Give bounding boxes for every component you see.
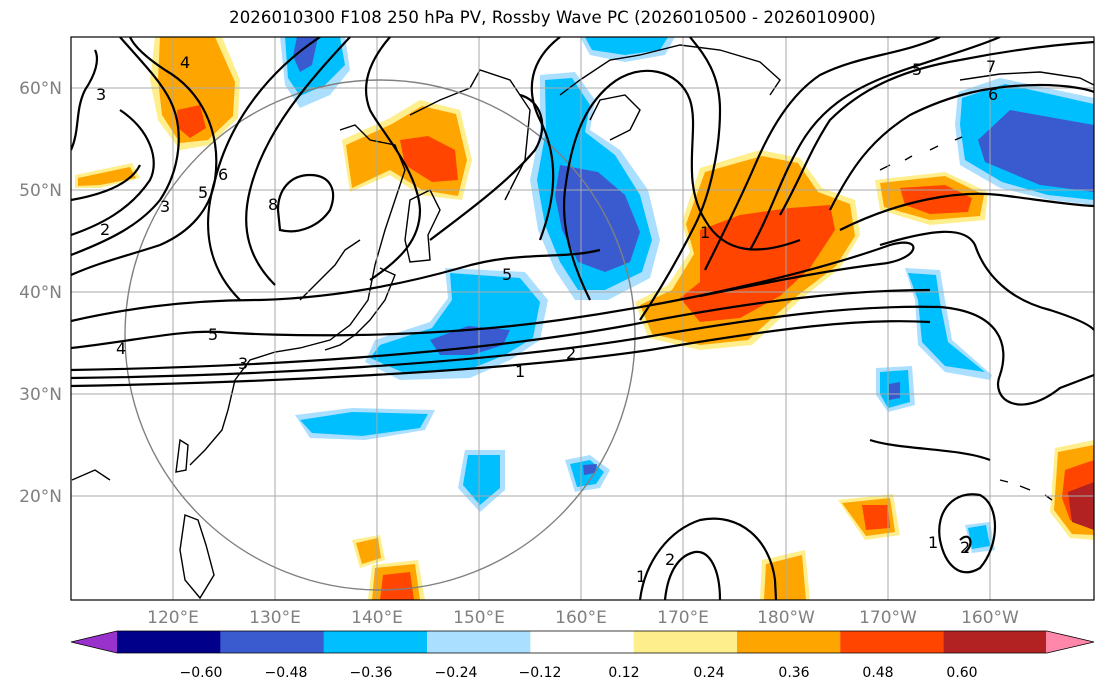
colorbar-bin <box>117 631 221 653</box>
colorbar-bin <box>530 631 635 653</box>
colorbar-tick: 0.36 <box>778 665 809 681</box>
longitude-labels: 120°E 130°E 140°E 150°E 160°E 170°E 180°… <box>147 608 1019 628</box>
lon-label: 140°E <box>351 608 403 628</box>
contour-label: 8 <box>268 195 278 214</box>
colorbar-tick: 0.24 <box>693 665 724 681</box>
pv-contours <box>71 37 1094 600</box>
colorbar-bin <box>633 631 738 653</box>
lat-label: 60°N <box>19 79 62 99</box>
contour-label: 6 <box>988 85 998 104</box>
colorbar-bin <box>943 631 1048 653</box>
contour-label: 1 <box>928 533 938 552</box>
pv-contour-labels: 1 2 3 4 5 5 2 3 5 6 8 3 4 1 5 6 7 1 2 1 … <box>96 53 998 586</box>
colorbar-tick: 0.60 <box>946 665 977 681</box>
lon-label: 130°E <box>249 608 301 628</box>
colorbar-tick: −0.36 <box>350 665 393 681</box>
contour-label: 1 <box>515 362 525 381</box>
colorbar-outline <box>70 630 1095 654</box>
colorbar-bin <box>220 631 325 653</box>
gridlines <box>71 37 1094 600</box>
contour-label: 4 <box>116 339 126 358</box>
contour-label: 5 <box>208 325 218 344</box>
colorbar-tick: 0.48 <box>862 665 893 681</box>
contour-label: 4 <box>180 53 190 72</box>
coastlines <box>71 44 1094 600</box>
lat-label: 20°N <box>19 487 62 507</box>
lat-label: 30°N <box>19 385 62 405</box>
colorbar-extend-high <box>1046 631 1094 653</box>
contour-label: 3 <box>160 197 170 216</box>
colorbar <box>70 630 1095 654</box>
contour-label: 2 <box>566 344 576 363</box>
figure-title: 2026010300 F108 250 hPa PV, Rossby Wave … <box>229 8 876 27</box>
lon-label: 160°E <box>555 608 607 628</box>
contour-label: 1 <box>700 223 710 242</box>
contour-label: 2 <box>960 538 970 557</box>
contour-label: 5 <box>198 183 208 202</box>
lon-label: 150°E <box>453 608 505 628</box>
contour-label: 3 <box>238 354 248 373</box>
contour-label: 5 <box>502 265 512 284</box>
lon-label: 160°W <box>961 608 1019 628</box>
contour-label: 2 <box>100 220 110 239</box>
colorbar-extend-low <box>71 631 118 653</box>
colorbar-bin <box>840 631 945 653</box>
region-circle <box>124 79 636 591</box>
lat-label: 50°N <box>19 181 62 201</box>
lon-label: 120°E <box>147 608 199 628</box>
colorbar-tick: 0.12 <box>608 665 639 681</box>
lon-label: 180°W <box>757 608 815 628</box>
colorbar-tick: −0.60 <box>180 665 223 681</box>
colorbar-tick: −0.48 <box>265 665 308 681</box>
lon-label: 170°E <box>657 608 709 628</box>
colorbar-tick: −0.24 <box>435 665 478 681</box>
contour-label: 3 <box>96 85 106 104</box>
lon-label: 170°W <box>859 608 917 628</box>
colorbar-tick: −0.12 <box>519 665 562 681</box>
colorbar-bin <box>427 631 531 653</box>
latitude-labels: 60°N 50°N 40°N 30°N 20°N <box>19 79 62 507</box>
contour-label: 6 <box>218 165 228 184</box>
colorbar-ticks: −0.60 −0.48 −0.36 −0.24 −0.12 0.12 0.24 … <box>180 665 978 681</box>
contour-label: 7 <box>986 57 996 76</box>
contour-label: 5 <box>912 60 922 79</box>
contour-label: 2 <box>665 550 675 569</box>
colorbar-bin <box>323 631 428 653</box>
contour-label: 1 <box>636 567 646 586</box>
colorbar-bin <box>737 631 841 653</box>
map-frame <box>70 36 1095 601</box>
lat-label: 40°N <box>19 283 62 303</box>
